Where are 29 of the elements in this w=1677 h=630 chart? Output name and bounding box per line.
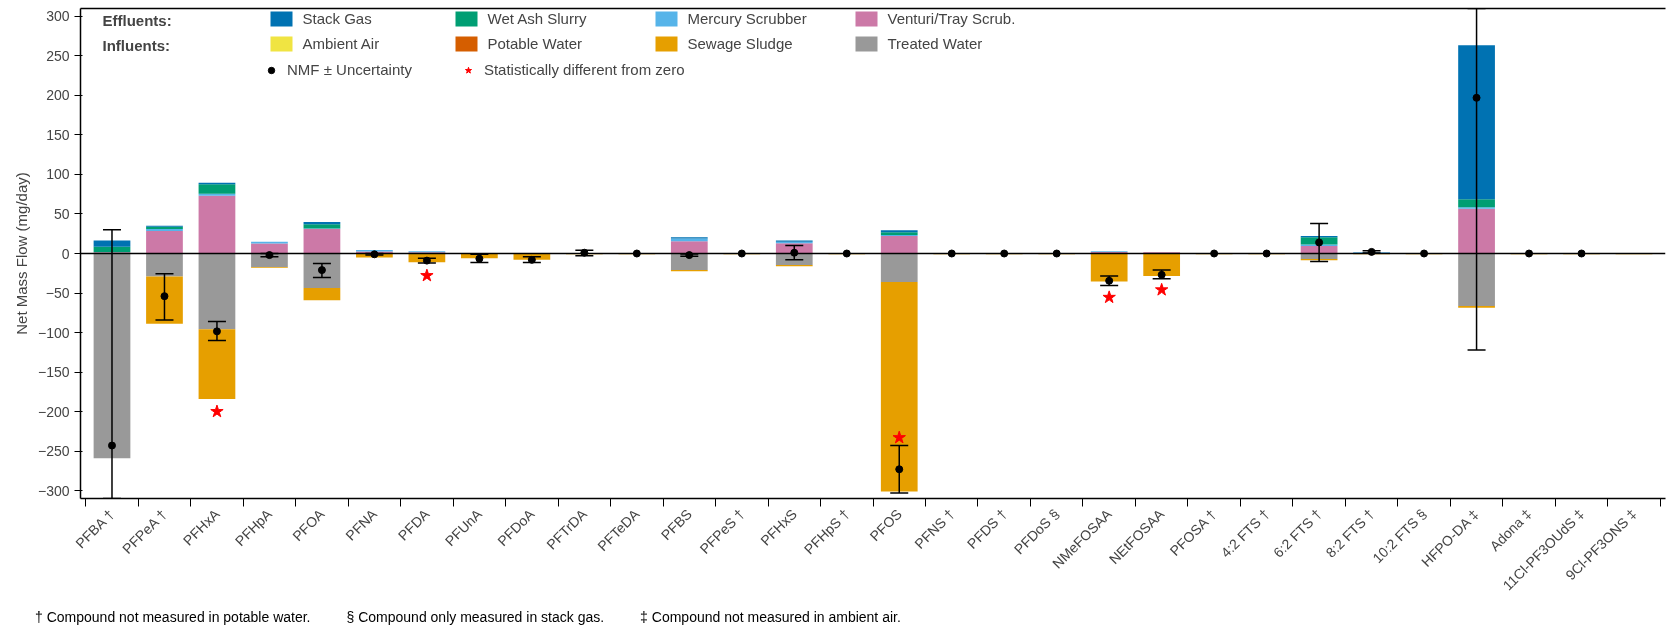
y-tick-label: −200 xyxy=(37,403,70,420)
y-axis-title: Net Mass Flow (mg/day) xyxy=(12,172,30,335)
y-tick-label: −150 xyxy=(37,364,70,381)
y-tick-label: 150 xyxy=(46,126,70,143)
annotation: Effluents: xyxy=(102,11,172,29)
y-tick-label: 100 xyxy=(46,166,70,183)
legend-label: Ambient Air xyxy=(302,34,380,52)
y-tick-label: 200 xyxy=(46,87,70,104)
legend-label: Sewage Sludge xyxy=(687,34,793,52)
legend-label: Venturi/Tray Scrub. xyxy=(887,9,1016,27)
y-tick-label: 50 xyxy=(53,205,70,222)
y-tick-label: −250 xyxy=(37,443,70,460)
text: § Compound only measured in stack gas. xyxy=(346,609,605,625)
legend-label: Potable Water xyxy=(487,34,582,52)
legend-label: Mercury Scrubber xyxy=(687,9,807,27)
y-tick-label: −300 xyxy=(37,482,70,499)
legend-label: Statistically different from zero xyxy=(483,61,685,78)
y-tick-label: −50 xyxy=(45,285,70,302)
legend-label: Stack Gas xyxy=(302,9,372,27)
legend-label: NMF ± Uncertainty xyxy=(287,61,412,78)
y-tick-label: 250 xyxy=(46,47,70,64)
y-tick-label: −100 xyxy=(37,324,70,341)
legend-label: Treated Water xyxy=(887,34,983,52)
legend-label: Wet Ash Slurry xyxy=(487,9,587,27)
annotation: Influents: xyxy=(102,36,170,54)
y-tick-label: 0 xyxy=(61,245,70,262)
y-tick-label: 300 xyxy=(46,8,70,25)
text: † Compound not measured in potable water. xyxy=(35,609,311,625)
text: ‡ Compound not measured in ambient air. xyxy=(640,609,901,625)
